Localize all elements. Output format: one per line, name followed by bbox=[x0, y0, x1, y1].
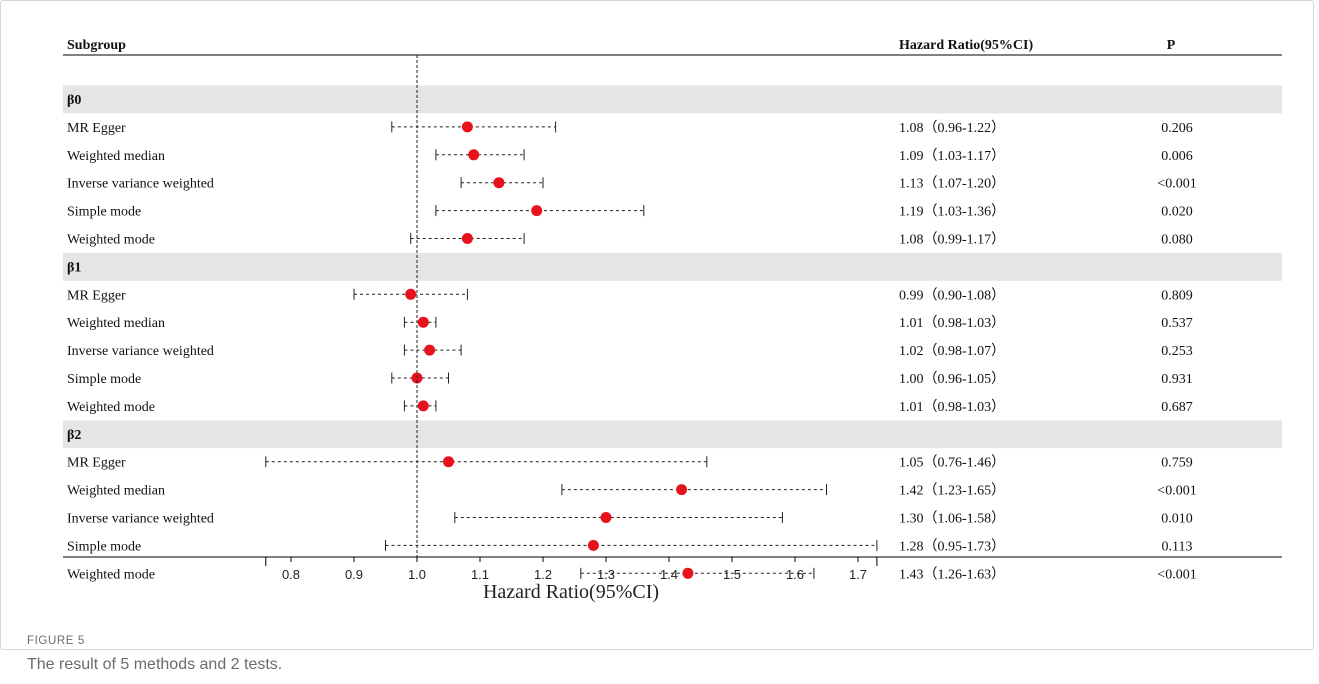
hr-ci-value: 1.13（1.07-1.20） bbox=[899, 176, 1005, 192]
p-value: 0.010 bbox=[1161, 512, 1193, 527]
method-label: Simple mode bbox=[67, 205, 141, 220]
method-label: Weighted median bbox=[67, 149, 165, 164]
x-tick-label: 1.2 bbox=[534, 567, 552, 582]
hr-point bbox=[417, 316, 429, 328]
hr-point bbox=[531, 205, 543, 217]
method-label: Simple mode bbox=[67, 372, 141, 387]
p-value: 0.006 bbox=[1161, 149, 1193, 164]
x-tick-label: 1.3 bbox=[597, 567, 615, 582]
hr-ci-value: 1.08（0.96-1.22） bbox=[899, 120, 1005, 136]
p-value: 0.809 bbox=[1161, 288, 1193, 303]
x-tick-label: 1.6 bbox=[786, 567, 804, 582]
method-label: MR Egger bbox=[67, 121, 126, 136]
hr-point bbox=[461, 233, 473, 244]
x-tick-label: 1.4 bbox=[660, 567, 678, 582]
p-value: 0.206 bbox=[1161, 121, 1193, 136]
method-label: MR Egger bbox=[67, 456, 126, 471]
hr-ci-value: 1.43（1.26-1.63） bbox=[899, 566, 1005, 582]
plot-marks bbox=[265, 55, 878, 579]
p-value: 0.020 bbox=[1161, 205, 1193, 220]
x-tick-label: 0.8 bbox=[282, 567, 300, 582]
x-tick-label: 1.0 bbox=[408, 567, 426, 582]
hazard-ratio-header: Hazard Ratio(95%CI) bbox=[899, 38, 1033, 53]
hr-point bbox=[493, 177, 505, 189]
method-label: Weighted mode bbox=[67, 567, 155, 582]
hr-point bbox=[424, 344, 436, 356]
x-tick-label: 0.9 bbox=[345, 567, 363, 582]
x-axis-label: Hazard Ratio(95%CI) bbox=[483, 581, 659, 603]
p-value: 0.080 bbox=[1161, 233, 1193, 248]
hr-point bbox=[587, 539, 599, 551]
p-value: 0.113 bbox=[1162, 539, 1193, 554]
p-value: 0.253 bbox=[1161, 344, 1193, 359]
method-label: Weighted mode bbox=[67, 233, 155, 248]
method-label: Inverse variance weighted bbox=[67, 344, 214, 359]
p-value: 0.687 bbox=[1161, 400, 1193, 415]
hr-point bbox=[443, 456, 454, 468]
hr-ci-value: 1.42（1.23-1.65） bbox=[899, 483, 1005, 499]
p-value: 0.537 bbox=[1161, 316, 1193, 331]
hr-ci-value: 1.01（0.98-1.03） bbox=[899, 315, 1005, 331]
hr-ci-value: 1.30（1.06-1.58） bbox=[899, 511, 1005, 527]
method-label: Inverse variance weighted bbox=[67, 177, 214, 192]
hr-ci-value: 1.08（0.99-1.17） bbox=[899, 232, 1005, 248]
group-band bbox=[63, 420, 1282, 449]
group-bands bbox=[63, 85, 1282, 449]
hr-ci-value: 0.99（0.90-1.08） bbox=[899, 287, 1005, 303]
x-tick-label: 1.1 bbox=[471, 567, 489, 582]
hr-ci-value: 1.02（0.98-1.07） bbox=[899, 343, 1005, 359]
method-label: Simple mode bbox=[67, 539, 141, 554]
hr-ci-value: 1.05（0.76-1.46） bbox=[899, 455, 1005, 471]
method-label: MR Egger bbox=[67, 288, 126, 303]
p-header: P bbox=[1167, 38, 1176, 53]
method-label: Weighted median bbox=[67, 484, 165, 499]
p-value: 0.931 bbox=[1161, 372, 1193, 387]
hr-ci-value: 1.01（0.98-1.03） bbox=[899, 399, 1005, 415]
group-label: β0 bbox=[67, 93, 81, 108]
method-label: Inverse variance weighted bbox=[67, 512, 214, 527]
hr-point bbox=[468, 149, 480, 161]
hr-point bbox=[600, 512, 612, 523]
hr-ci-value: 1.19（1.03-1.36） bbox=[899, 204, 1005, 220]
x-axis: 0.8 0.9 1.0 1.1 1.2 1.3 1.4 1.5 1.6 1.7 bbox=[265, 556, 878, 582]
hr-point bbox=[682, 567, 694, 579]
method-label: Weighted mode bbox=[67, 400, 155, 415]
hr-point bbox=[405, 288, 417, 300]
figure-caption: The result of 5 methods and 2 tests. bbox=[27, 656, 283, 673]
p-value: <0.001 bbox=[1157, 567, 1196, 582]
x-tick-label: 1.7 bbox=[849, 567, 867, 582]
forest-plot: Subgroup Hazard Ratio(95%CI) P β0 MR Egge… bbox=[63, 38, 1282, 603]
group-label: β1 bbox=[67, 260, 81, 275]
x-tick-label: 1.5 bbox=[723, 567, 741, 582]
table-header-row: Subgroup Hazard Ratio(95%CI) P bbox=[67, 38, 1176, 53]
figure-label: FIGURE 5 bbox=[27, 635, 85, 647]
hr-point bbox=[417, 400, 429, 412]
p-value: <0.001 bbox=[1157, 177, 1196, 192]
hr-point bbox=[461, 121, 473, 133]
hr-point bbox=[676, 484, 688, 496]
subgroup-header: Subgroup bbox=[67, 38, 126, 53]
p-value: <0.001 bbox=[1157, 484, 1196, 499]
hr-ci-value: 1.28（0.95-1.73） bbox=[899, 538, 1005, 554]
method-label: Weighted median bbox=[67, 316, 165, 331]
hr-ci-value: 1.09（1.03-1.17） bbox=[899, 148, 1005, 164]
group-band bbox=[63, 252, 1282, 281]
p-value: 0.759 bbox=[1161, 456, 1193, 471]
hr-ci-value: 1.00（0.96-1.05） bbox=[899, 371, 1005, 387]
group-label: β2 bbox=[67, 428, 81, 443]
table-rows: β0 MR Egger 1.08（0.96-1.22） 0.206 Weighted m… bbox=[67, 93, 1197, 582]
group-band bbox=[63, 85, 1282, 114]
